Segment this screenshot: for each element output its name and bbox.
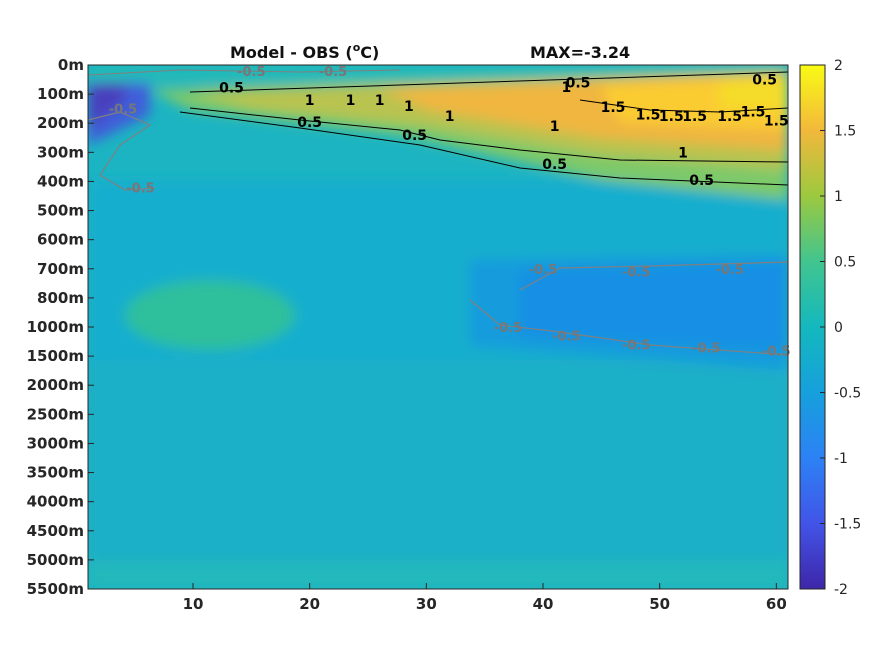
contour-label: 1.5	[636, 107, 661, 123]
contour-label: -0.5	[126, 181, 154, 196]
chart-max-label: MAX=-3.24	[530, 43, 630, 62]
colorbar-tick-label: -1	[834, 451, 848, 467]
contour-label: 1	[404, 99, 414, 115]
contour-label: -0.5	[237, 65, 265, 80]
colorbar-tick-label: -0.5	[834, 386, 861, 402]
x-tick-label: 60	[766, 595, 787, 613]
colorbar-tick-label: 2	[834, 58, 843, 74]
contour-label: -0.5	[529, 263, 557, 278]
y-tick-label: 2500m	[27, 405, 84, 423]
contour-label: 0.5	[219, 81, 244, 97]
y-axis: 0m 100m 200m 300m 400m 500m 600m 700m 800m 1000m 1…	[27, 56, 94, 598]
x-tick-label: 40	[533, 595, 554, 613]
colorbar-tick-label: -2	[834, 582, 848, 598]
contour-label: 1.5	[682, 109, 707, 125]
contour-label: -0.5	[762, 344, 790, 359]
y-tick-label: 1000m	[27, 318, 84, 336]
y-tick-label: 700m	[37, 260, 84, 278]
contour-label: 1	[561, 80, 571, 96]
y-tick-label: 0m	[58, 56, 84, 74]
colorbar-tick-label: 1	[834, 189, 843, 205]
contour-label: -0.5	[622, 338, 650, 353]
x-tick-label: 30	[416, 595, 437, 613]
contour-label: -0.5	[319, 65, 347, 80]
contour-label: -0.5	[494, 321, 522, 336]
colorbar-tick-label: 0.5	[834, 255, 856, 271]
contour-label: 1.5	[717, 109, 742, 125]
contour-label: 1.5	[601, 100, 626, 116]
contour-label: 1	[678, 145, 688, 161]
y-tick-label: 200m	[37, 114, 84, 132]
contour-label: 0.5	[542, 157, 567, 173]
x-tick-label: 50	[649, 595, 670, 613]
y-tick-label: 100m	[37, 85, 84, 103]
y-tick-label: 500m	[37, 202, 84, 220]
x-tick-label: 10	[183, 595, 204, 613]
colorbar-tick-label: -1.5	[834, 517, 861, 533]
y-tick-label: 3000m	[27, 434, 84, 452]
y-tick-label: 600m	[37, 231, 84, 249]
y-tick-label: 2000m	[27, 376, 84, 394]
heatmap-field	[88, 65, 788, 589]
contour-label: 1	[375, 93, 385, 109]
contour-label: 1.5	[741, 105, 766, 121]
contour-label: 1.5	[659, 109, 684, 125]
contour-label: 0.5	[402, 128, 427, 144]
contour-label: 1	[305, 93, 315, 109]
contour-label: 1	[445, 109, 455, 125]
y-tick-label: 1500m	[27, 347, 84, 365]
y-tick-label: 800m	[37, 289, 84, 307]
contour-label: -0.5	[109, 103, 137, 118]
contour-label: 0.5	[752, 73, 777, 89]
x-tick-label: 20	[299, 595, 320, 613]
chart-title: Model - OBS (oC)	[230, 41, 379, 62]
colorbar-tick-label: 0	[834, 320, 843, 336]
y-tick-label: 400m	[37, 172, 84, 190]
contour-label: -0.5	[552, 330, 580, 345]
y-tick-label: 5000m	[27, 551, 84, 569]
y-tick-label: 3500m	[27, 464, 84, 482]
y-tick-label: 4000m	[27, 493, 84, 511]
contour-label: 0.5	[297, 115, 322, 131]
contour-label: -0.5	[622, 266, 650, 281]
contour-label: 1	[346, 93, 356, 109]
x-axis: 10 20 30 40 50 60	[183, 583, 787, 613]
contour-label: 1.5	[764, 113, 789, 129]
colorbar-ticks: 2 1.5 1 0.5 0 -0.5 -1 -1.5 -2	[820, 58, 861, 598]
contour-label: -0.5	[715, 263, 743, 278]
contour-label: 0.5	[689, 173, 714, 189]
y-tick-label: 300m	[37, 143, 84, 161]
y-tick-label: 5500m	[27, 580, 84, 598]
contour-label: 0.5	[566, 75, 591, 91]
contour-label: 1	[550, 119, 560, 135]
contour-label: -0.5	[692, 341, 720, 356]
colorbar-tick-label: 1.5	[834, 124, 856, 140]
y-tick-label: 4500m	[27, 522, 84, 540]
contour-lines	[88, 69, 788, 356]
